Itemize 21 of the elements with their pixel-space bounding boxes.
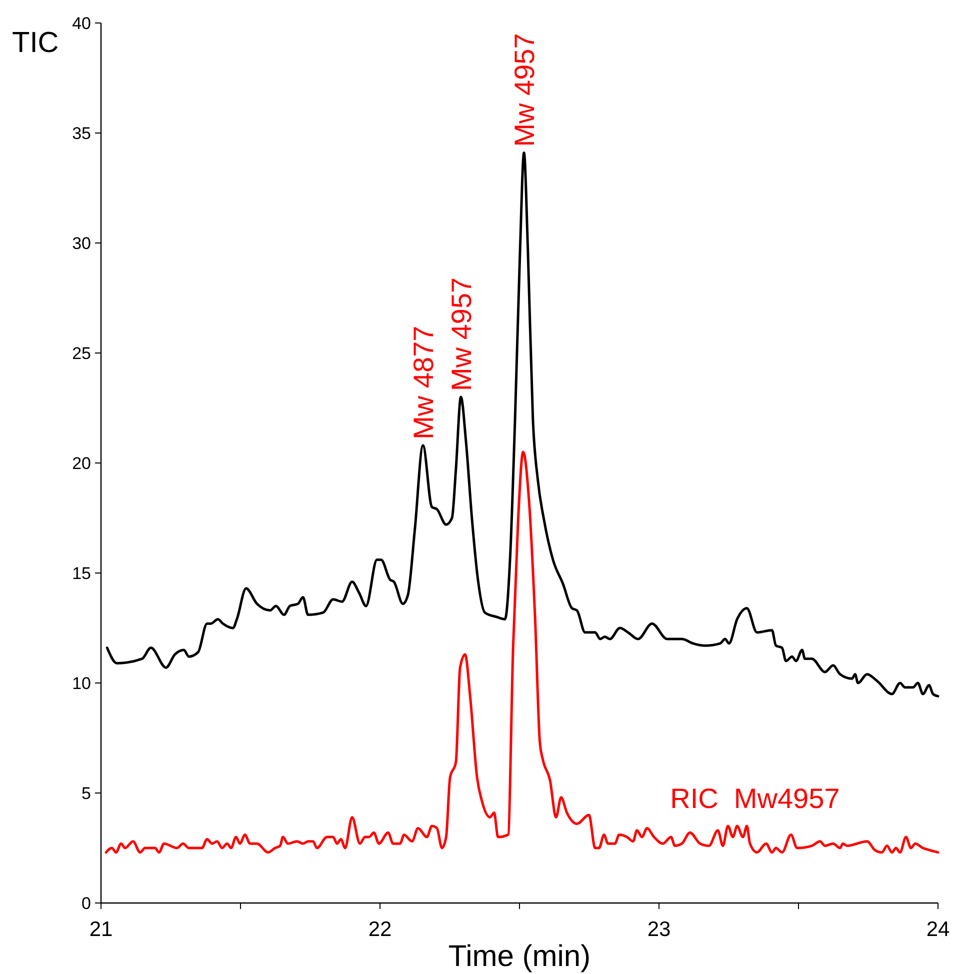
y-tick-label: 30: [72, 234, 91, 253]
y-tick-label: 20: [72, 454, 91, 473]
annotation: Mw 4877: [408, 326, 439, 440]
y-tick-label: 10: [72, 674, 91, 693]
line-series: [104, 450, 940, 854]
y-tick-label: 5: [82, 784, 91, 803]
annotation: Mw 4957: [508, 33, 540, 147]
annotation: Mw 4957: [446, 277, 477, 391]
series-label: RIC Mw4957: [670, 783, 840, 814]
y-tick-label: 25: [72, 344, 91, 363]
x-tick-label: 23: [647, 918, 671, 941]
y-tick-label: 15: [72, 564, 91, 583]
line-series: [106, 152, 940, 698]
y-axis-title: TIC: [12, 27, 59, 59]
x-tick-label: 22: [368, 918, 392, 941]
x-axis-title: Time (min): [448, 940, 591, 973]
x-tick-label: 21: [89, 918, 113, 941]
x-tick-label: 24: [926, 918, 950, 941]
y-tick-label: 0: [82, 894, 91, 913]
y-tick-label: 40: [72, 14, 91, 33]
y-tick-label: 35: [72, 124, 91, 143]
